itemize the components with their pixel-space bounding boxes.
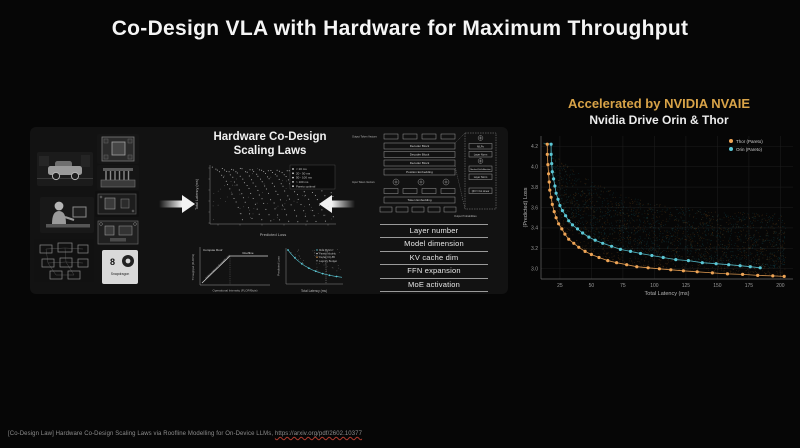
- svg-text:4.2: 4.2: [531, 144, 538, 150]
- cloud-Orin (Pareto): [543, 142, 786, 269]
- schematic-illustration: [34, 239, 94, 282]
- masked-attention-label: Masked Self-Attention: [470, 168, 491, 171]
- svg-text:150: 150: [713, 283, 722, 289]
- svg-text:3.6: 3.6: [531, 205, 538, 211]
- person-workstation-illustration: [40, 197, 94, 233]
- roofline-label: Roofline: [242, 251, 253, 255]
- layer-norm-label: Layer Norm: [474, 175, 488, 179]
- svg-text:Pareto optimal: Pareto optimal: [296, 184, 316, 188]
- svg-text:75: 75: [620, 283, 626, 289]
- series-Thor (Pareto): [545, 142, 786, 278]
- svg-text:Total Latency (ms): Total Latency (ms): [645, 291, 690, 297]
- decoder-block-label: Decoder Block: [410, 161, 430, 165]
- svg-text:3.2: 3.2: [531, 246, 538, 252]
- citation: [Co-Design Law] Hardware Co-Design Scali…: [8, 431, 362, 437]
- devboard-illustration: [96, 219, 140, 246]
- mlps-label: MLPs: [477, 144, 484, 148]
- chip-illustration: [97, 134, 139, 164]
- codesign-heading-line1: Hardware Co-Design: [213, 131, 327, 143]
- svg-text:< 20 ms: < 20 ms: [296, 167, 307, 171]
- qkv-linear-label: QKV / Out Linear: [472, 190, 490, 193]
- svg-text:50: 50: [589, 283, 595, 289]
- svg-text:100: 100: [650, 283, 659, 289]
- param-row-1: Model dimension: [380, 237, 488, 250]
- svg-text:20 - 50 ms: 20 - 50 ms: [296, 171, 311, 175]
- svg-text:3.4: 3.4: [531, 226, 538, 232]
- latency-loss-pareto-chart: 25 50 75 100 125 150 175 200 3.0 3.2 3.4 3.6 3.8 4.0 4…: [523, 136, 793, 297]
- svg-text:125: 125: [682, 283, 691, 289]
- svg-text:Thor (Pareto): Thor (Pareto): [736, 139, 763, 144]
- codesign-heading: Hardware Co-Design Scaling Laws: [195, 130, 345, 158]
- teleoperation-workstation-photo: [40, 197, 94, 233]
- arrow-left-icon: [319, 195, 355, 213]
- svg-text:Dense 0.5-8B: Dense 0.5-8B: [319, 255, 335, 259]
- cloud-Thor (Pareto): [544, 142, 786, 277]
- svg-text:Predicted Loss: Predicted Loss: [260, 232, 286, 237]
- svg-text:Pareto Models: Pareto Models: [319, 252, 336, 256]
- codesign-heading-line2: Scaling Laws: [233, 145, 307, 157]
- input-tokens-label: Input Token Vectors: [352, 180, 375, 184]
- citation-url[interactable]: https://arxiv.org/pdf/2602.10377: [274, 431, 363, 437]
- series-Orin (Pareto): [549, 142, 762, 270]
- chart-subtitle: Nvidia Drive Orin & Thor: [589, 113, 729, 127]
- hardware-codesign-panel: 8 Snapdragon Hardware Co-Design Scaling …: [30, 127, 508, 294]
- svg-text:Orin (Pareto): Orin (Pareto): [736, 147, 763, 152]
- citation-text: [Co-Design Law] Hardware Co-Design Scali…: [8, 431, 275, 437]
- heatsink-module-illustration: [97, 165, 139, 190]
- svg-text:50 - 100 ms: 50 - 100 ms: [296, 176, 312, 180]
- compute-module-heatsink: [97, 165, 139, 190]
- compute-roof-label: Compute Roof: [203, 248, 223, 252]
- pcb-illustration: [95, 191, 139, 217]
- thor-pcb-board: [95, 191, 139, 217]
- transformer-architecture-diagram: Decoder Block Decoder Block Decoder Bloc…: [352, 132, 497, 218]
- position-embedding-label: Position Embedding: [406, 170, 433, 174]
- decoder-block-label: Decoder Block: [410, 153, 430, 157]
- svg-text:Latency Budget: Latency Budget: [319, 259, 337, 263]
- param-row-4: MoE activation: [380, 277, 488, 291]
- roofline-ylabel: Throughput (FLOP/s): [191, 254, 195, 280]
- param-row-2: KV cache dim: [380, 250, 488, 264]
- output-probabilities-label: Output Probabilities: [454, 214, 477, 218]
- svg-text:(Predicted) Loss: (Predicted) Loss: [523, 187, 529, 227]
- decoder-block-label: Decoder Block: [410, 144, 430, 148]
- svg-text:Total Latency (ms): Total Latency (ms): [301, 289, 327, 293]
- svg-text:3.8: 3.8: [531, 185, 538, 191]
- param-row-3: FFN expansion: [380, 264, 488, 277]
- dev-kit-board: [96, 219, 140, 246]
- network-schematic: [34, 239, 94, 282]
- svg-text:> 100 ms: > 100 ms: [296, 180, 309, 184]
- svg-text:200: 200: [776, 283, 785, 289]
- accelerated-by-title: Accelerated by NVIDIA NVAIE: [567, 96, 751, 111]
- param-row-0: Layer number: [380, 224, 488, 237]
- svg-text:Total Latency (ms): Total Latency (ms): [195, 178, 199, 210]
- svg-text:3.0: 3.0: [531, 267, 538, 273]
- arrow-right-icon: [159, 195, 195, 213]
- snapdragon-box-illustration: 8 Snapdragon: [102, 250, 138, 284]
- snapdragon-8-box: 8 Snapdragon: [100, 248, 140, 286]
- svg-text:4.0: 4.0: [531, 164, 538, 170]
- soc-chip-top: [97, 134, 139, 164]
- output-tokens-label: Output Token Vectors: [352, 135, 377, 139]
- roofline-plot: Compute Roof Roofline Achieved Memory Ba…: [191, 247, 270, 293]
- svg-text:25: 25: [557, 283, 563, 289]
- svg-text:MoE Hybrid: MoE Hybrid: [319, 248, 333, 252]
- svg-text:Predicted Loss: Predicted Loss: [277, 256, 281, 276]
- snapdragon-brand: Snapdragon: [111, 272, 130, 276]
- memory-limit-label: Achieved Memory Bandwidth Limit: [205, 254, 232, 280]
- codesign-params-table: Layer number Model dimension KV cache dim F…: [380, 224, 488, 292]
- layer-norm-label: Layer Norm: [474, 152, 488, 156]
- car-illustration: [37, 152, 93, 186]
- roofline-xlabel: Operational Intensity (FLOP/Byte): [212, 289, 257, 293]
- autonomous-vehicle-photo: [37, 152, 93, 186]
- snapdragon-number: 8: [110, 257, 115, 267]
- page-title: Co-Design VLA with Hardware for Maximum …: [111, 17, 689, 40]
- mini-plot-points: [290, 248, 341, 274]
- svg-text:175: 175: [745, 283, 754, 289]
- token-embedding-label: Token Embedding: [407, 198, 431, 202]
